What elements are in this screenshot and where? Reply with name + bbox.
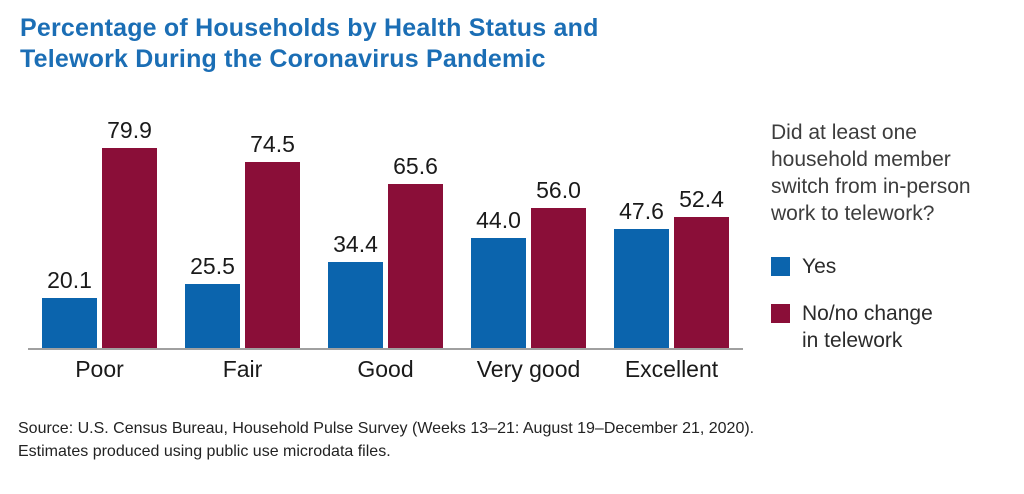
bar-value-label: 65.6 (393, 153, 438, 179)
bar-no (531, 208, 586, 348)
bar-no (674, 217, 729, 348)
chart-area: 20.1 79.9 25.5 74.5 34.4 65.6 44.0 56.0 47.6 52.4… (0, 117, 1024, 383)
bar-groups: 20.1 79.9 25.5 74.5 34.4 65.6 44.0 56.0 47.6 52.4 (28, 117, 743, 348)
bar-no (102, 148, 157, 348)
source-note: Source: U.S. Census Bureau, Household Pu… (18, 417, 1024, 463)
bar-col: 34.4 (328, 231, 383, 348)
bar-col: 44.0 (471, 207, 526, 348)
legend-swatch-icon (771, 304, 790, 323)
bar-yes (614, 229, 669, 348)
category-label: Very good (476, 356, 581, 382)
bar-no (388, 184, 443, 348)
bar-col: 52.4 (674, 186, 729, 348)
bar-group-good: 34.4 65.6 (314, 153, 457, 348)
bar-chart: 20.1 79.9 25.5 74.5 34.4 65.6 44.0 56.0 47.6 52.4… (28, 117, 743, 383)
bar-value-label: 47.6 (619, 198, 664, 224)
bar-value-label: 52.4 (679, 186, 724, 212)
bar-group-poor: 20.1 79.9 (28, 117, 171, 348)
bar-no (245, 162, 300, 348)
bar-group-fair: 25.5 74.5 (171, 131, 314, 348)
legend: Did at least one household member switch… (771, 117, 1023, 383)
category-labels: Poor Fair Good Very good Excellent (28, 350, 743, 383)
legend-item-label: No/no change in telework (802, 302, 933, 352)
bar-col: 20.1 (42, 267, 97, 348)
bar-yes (328, 262, 383, 348)
category-label: Excellent (624, 356, 719, 382)
bar-value-label: 20.1 (47, 267, 92, 293)
legend-item-label: Yes (802, 255, 837, 278)
legend-item: No/no change in telework (771, 300, 1023, 354)
bar-yes (471, 238, 526, 348)
bar-value-label: 56.0 (536, 177, 581, 203)
bar-col: 56.0 (531, 177, 586, 348)
category-label: Fair (222, 356, 263, 382)
bar-col: 79.9 (102, 117, 157, 348)
bar-group-excellent: 47.6 52.4 (600, 186, 743, 348)
bar-yes (42, 298, 97, 348)
legend-swatch-icon (771, 257, 790, 276)
legend-item: Yes (771, 253, 1023, 280)
category-label: Good (357, 356, 414, 382)
category-label: Poor (75, 356, 124, 382)
bar-col: 65.6 (388, 153, 443, 348)
x-axis-line (28, 348, 743, 350)
bar-col: 74.5 (245, 131, 300, 348)
legend-items: Yes No/no change in telework (771, 253, 1023, 354)
bar-value-label: 79.9 (107, 117, 152, 143)
legend-question: Did at least one household member switch… (771, 121, 971, 225)
bar-col: 25.5 (185, 253, 240, 348)
source-line-1: Source: U.S. Census Bureau, Household Pu… (18, 420, 755, 437)
chart-title: Percentage of Households by Health Statu… (20, 14, 599, 73)
bar-col: 47.6 (614, 198, 669, 348)
bar-value-label: 44.0 (476, 207, 521, 233)
bar-value-label: 74.5 (250, 131, 295, 157)
bar-value-label: 25.5 (190, 253, 235, 279)
bar-yes (185, 284, 240, 348)
source-line-2: Estimates produced using public use micr… (18, 443, 391, 460)
bar-group-very-good: 44.0 56.0 (457, 177, 600, 348)
bar-value-label: 34.4 (333, 231, 378, 257)
